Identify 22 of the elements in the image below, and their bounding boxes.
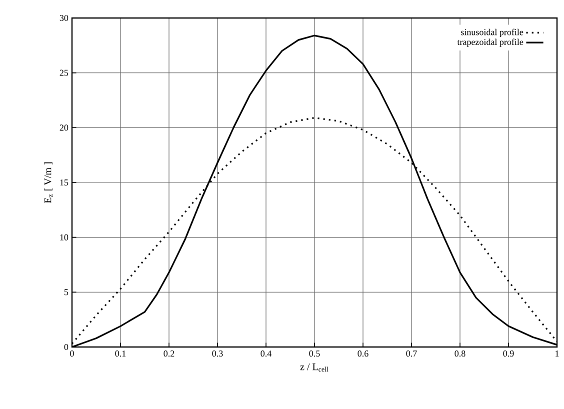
x-tick-label: 0 <box>70 350 74 357</box>
x-tick-label: 0.9 <box>503 350 514 357</box>
x-tick-label: 0.5 <box>309 350 320 357</box>
y-tick-label: 25 <box>60 70 68 76</box>
y-tick-label: 15 <box>60 179 68 186</box>
x-tick-label: 0.4 <box>260 350 272 357</box>
y-tick-label: 20 <box>60 124 68 131</box>
x-tick-label: 0.6 <box>358 350 368 357</box>
y-tick-label: 30 <box>60 14 68 22</box>
x-tick-label: 1 <box>556 350 559 356</box>
x-tick-label: 0.2 <box>164 350 174 357</box>
y-axis-title: E$_{z}$ [ V/m ] <box>44 162 53 204</box>
legend-label: sinusoidal profile <box>461 28 524 38</box>
y-tick-label: 5 <box>64 289 68 296</box>
legend-label: trapezoidal profile <box>457 38 524 47</box>
x-tick-label: 0.7 <box>406 350 417 357</box>
y-tick-label: 10 <box>60 234 68 240</box>
y-tick-label: 0 <box>64 344 68 350</box>
x-tick-label: 0.1 <box>115 350 126 357</box>
x-axis-title: z / L$_{cell}$ <box>300 364 328 372</box>
x-tick-label: 0.8 <box>454 350 466 357</box>
x-tick-label: 0.3 <box>212 350 223 357</box>
